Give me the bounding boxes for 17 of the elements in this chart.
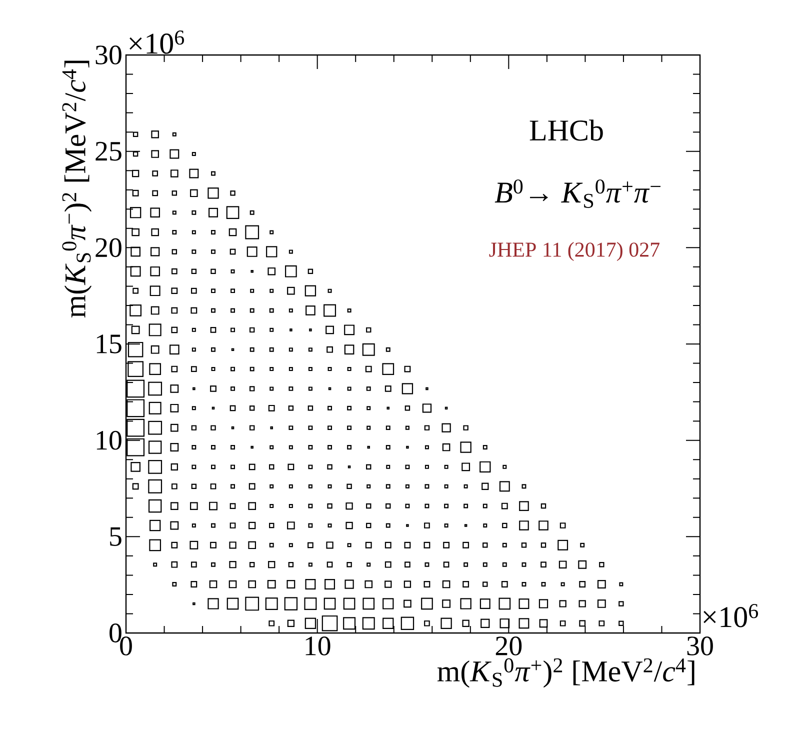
- x-tick-label: 30: [687, 636, 713, 656]
- y-tick-label: 5: [110, 527, 122, 546]
- y-tick-label: 15: [96, 334, 122, 354]
- y-tick-label: 0: [110, 624, 122, 642]
- text: m(K$_{S}$$^{0}$π$^{−}$)$^{2}$ [MeV$^{2}$/c$^{4}$]: [62, 60, 92, 318]
- y-tick-label: 20: [96, 238, 122, 258]
- text: m(K$_{S}$$^{0}$π$^{+}$)$^{2}$ [MeV$^{2}$/c$^{4}$]: [437, 658, 694, 688]
- text: ×10$^{6}$: [704, 604, 758, 628]
- text: B$^{0}$→ K$_{S}$$^{0}$π$^{+}$π$^{−}$: [494, 179, 660, 208]
- text: ×10$^{6}$: [130, 30, 184, 54]
- y-tick-label: 30: [96, 46, 122, 64]
- x-tick-label: 20: [496, 636, 522, 656]
- y-tick-label: 10: [96, 430, 122, 450]
- y-tick-label: 25: [96, 142, 122, 161]
- annotation: LHCb: [530, 120, 603, 141]
- x-tick-label: 10: [306, 636, 330, 656]
- annotation: JHEP 11 (2017) 027: [489, 242, 660, 262]
